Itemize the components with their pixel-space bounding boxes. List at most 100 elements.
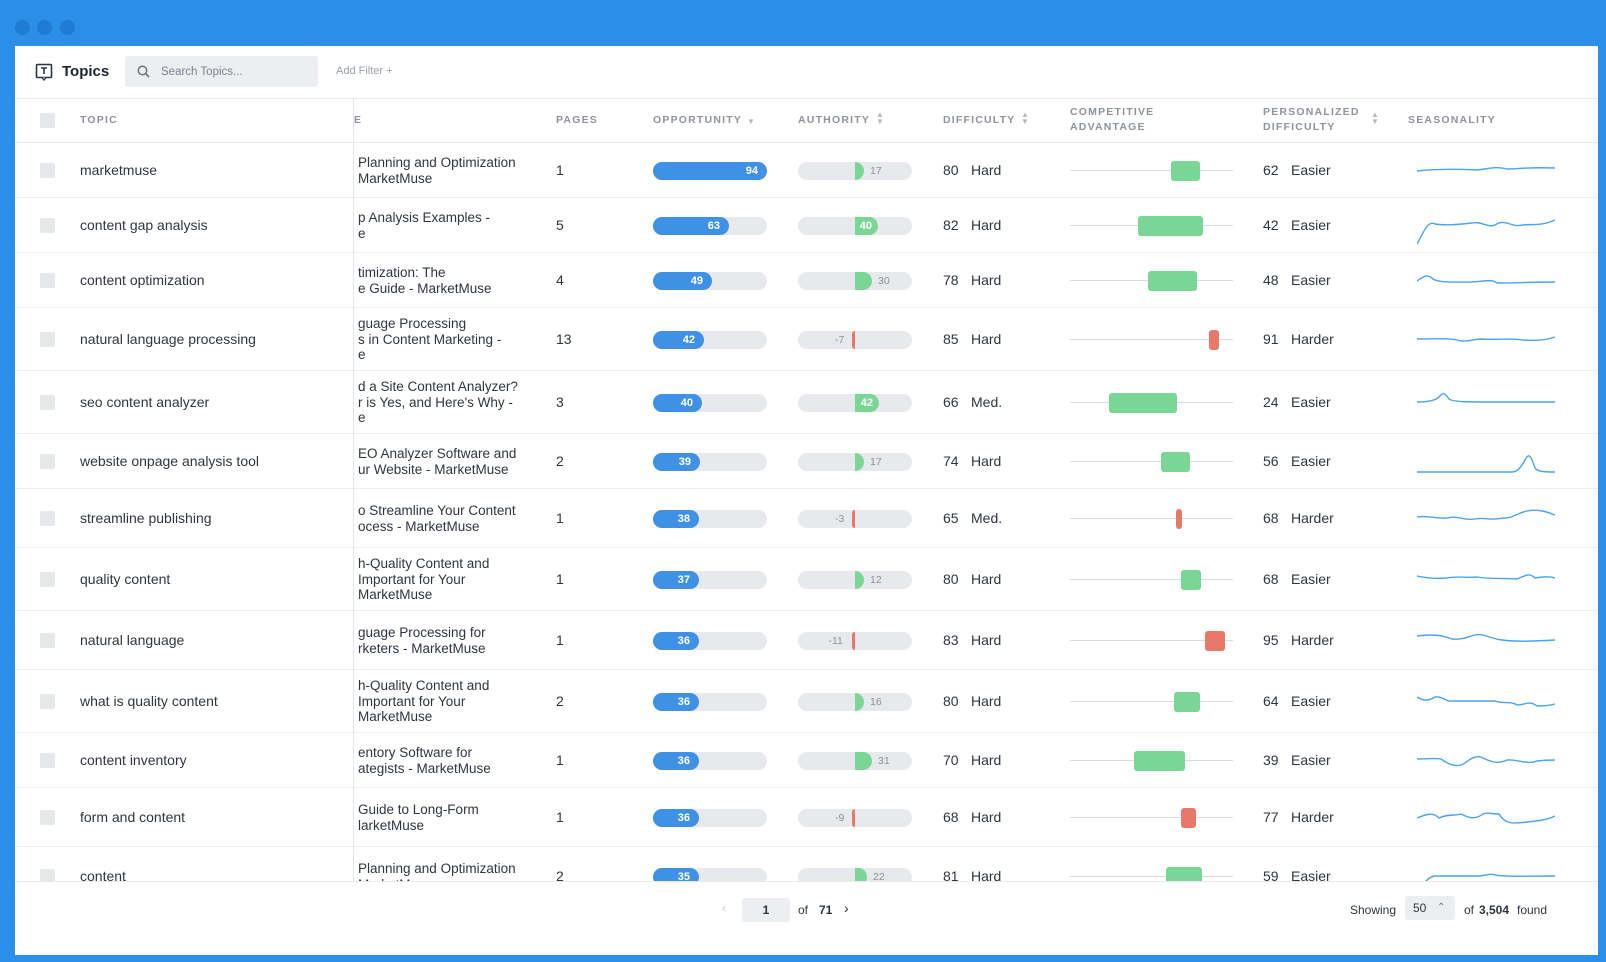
table-row[interactable]: streamline publishing o Streamline Your C… [15, 489, 1598, 548]
pages-count: 1 [556, 751, 564, 768]
difficulty-label: Hard [971, 271, 1002, 288]
sort-icon[interactable]: ▲ ▼ [1021, 110, 1029, 126]
competitive-advantage [1070, 807, 1233, 829]
title-line: ategists - MarketMuse [358, 760, 491, 776]
col-personalized-difficulty[interactable]: PERSONALIZED DIFFICULTY [1263, 105, 1360, 135]
opportunity-value: 37 [653, 570, 699, 589]
page-title-cell[interactable]: p Analysis Examples -e [358, 210, 543, 241]
topic-name[interactable]: natural language processing [80, 330, 256, 347]
personalized-difficulty-label: Easier [1291, 271, 1331, 288]
difficulty-label: Hard [971, 161, 1002, 178]
topic-name[interactable]: marketmuse [80, 161, 158, 178]
seasonality-sparkline [1417, 755, 1555, 766]
row-checkbox[interactable] [40, 162, 55, 178]
topic-name[interactable]: form and content [80, 808, 186, 825]
row-checkbox[interactable] [40, 693, 55, 709]
page-title-cell[interactable]: guage Processing s in Content Marketing -… [358, 316, 543, 363]
row-checkbox[interactable] [40, 571, 55, 587]
topic-name[interactable]: streamline publishing [80, 509, 212, 526]
row-checkbox[interactable] [40, 331, 55, 347]
opportunity-bar: 38 [653, 509, 767, 528]
sort-desc-icon[interactable]: ▼ [747, 117, 755, 126]
col-difficulty[interactable]: DIFFICULTY [943, 114, 1016, 126]
table-row[interactable]: content inventory entory Software for ateg… [15, 733, 1598, 788]
row-checkbox[interactable] [40, 868, 55, 884]
topic-name[interactable]: seo content analyzer [80, 393, 210, 410]
col-authority[interactable]: AUTHORITY [798, 114, 871, 126]
of-label-2: of [1464, 903, 1475, 917]
next-page-icon[interactable]: › [844, 900, 849, 916]
window-minimize-icon[interactable] [37, 20, 52, 35]
page-title-cell[interactable]: h-Quality Content and Important for Your M… [358, 678, 543, 725]
table-row[interactable]: natural language guage Processing for rket… [15, 611, 1598, 670]
title-line: r is Yes, and Here's Why - [358, 394, 513, 410]
table-row[interactable]: content optimization timization: The e Gui… [15, 253, 1598, 308]
table-row[interactable]: form and content Guide to Long-Form larket… [15, 788, 1598, 847]
of-label: of [798, 903, 809, 917]
table-row[interactable]: content gap analysis p Analysis Examples … [15, 198, 1598, 253]
col-pages[interactable]: PAGES [556, 114, 598, 126]
col-opportunity[interactable]: OPPORTUNITY [653, 114, 743, 126]
personalized-difficulty-label: Easier [1291, 161, 1331, 178]
table-row[interactable]: natural language processing guage Process… [15, 308, 1598, 371]
page-title: Topics [62, 63, 110, 80]
table-row[interactable]: website onpage analysis tool EO Analyzer … [15, 434, 1598, 489]
table-row[interactable]: quality content h-Quality Content and Impo… [15, 548, 1598, 611]
ca-range [1174, 691, 1200, 712]
sort-icon[interactable]: ▲ ▼ [876, 110, 884, 126]
authority-value: 12 [870, 573, 882, 586]
search-icon [137, 65, 150, 78]
page-title-cell[interactable]: o Streamline Your Content ocess - MarketM… [358, 503, 543, 534]
topic-name[interactable]: website onpage analysis tool [80, 452, 260, 469]
page-input[interactable]: 1 [742, 898, 790, 922]
page-title-cell[interactable]: entory Software for ategists - MarketMuse [358, 745, 543, 776]
search-box[interactable] [125, 56, 318, 87]
add-filter-button[interactable]: Add Filter + [336, 65, 393, 77]
row-checkbox[interactable] [40, 632, 55, 648]
competitive-advantage [1070, 270, 1233, 292]
page-title-cell[interactable]: h-Quality Content and Important for Your M… [358, 556, 543, 603]
pages-count: 1 [556, 808, 564, 825]
difficulty-value: 85 [943, 330, 959, 347]
page-title-cell[interactable]: EO Analyzer Software and ur Website - Mar… [358, 446, 543, 477]
page-title-cell[interactable]: Guide to Long-Form larketMuse [358, 802, 543, 833]
col-seasonality[interactable]: SEASONALITY [1408, 114, 1496, 126]
prev-page-icon[interactable]: ‹ [722, 901, 726, 915]
topic-name[interactable]: what is quality content [80, 692, 218, 709]
row-checkbox[interactable] [40, 809, 55, 825]
page-title-cell[interactable]: d a Site Content Analyzer? r is Yes, and … [358, 379, 543, 426]
col-competitive-advantage[interactable]: COMPETITIVE ADVANTAGE [1070, 105, 1154, 135]
row-checkbox[interactable] [40, 394, 55, 410]
topic-name[interactable]: content [80, 867, 126, 884]
row-checkbox[interactable] [40, 510, 55, 526]
col-topic[interactable]: TOPIC [80, 114, 118, 126]
page-title-cell[interactable]: guage Processing for rketers - MarketMuse [358, 625, 543, 656]
table-row[interactable]: marketmuse Planning and Optimization Marke… [15, 143, 1598, 198]
topic-name[interactable]: content gap analysis [80, 216, 208, 233]
page-size-select[interactable]: 50 ⌃ [1405, 896, 1455, 920]
row-checkbox[interactable] [40, 217, 55, 233]
personalized-difficulty-label: Easier [1291, 216, 1331, 233]
row-checkbox[interactable] [40, 752, 55, 768]
page-title-cell[interactable]: timization: The e Guide - MarketMuse [358, 265, 543, 296]
topic-name[interactable]: content optimization [80, 271, 205, 288]
title-line: e [358, 347, 366, 363]
row-checkbox[interactable] [40, 272, 55, 288]
topic-name[interactable]: natural language [80, 631, 185, 648]
page-size-value: 50 [1413, 901, 1427, 915]
col-title[interactable]: E [354, 114, 363, 126]
sort-icon[interactable]: ▲ ▼ [1371, 110, 1379, 126]
table-row[interactable]: seo content analyzer d a Site Content Ana… [15, 371, 1598, 434]
search-input[interactable] [161, 62, 311, 82]
title-line: entory Software for [358, 745, 473, 760]
row-checkbox[interactable] [40, 453, 55, 469]
topic-name[interactable]: content inventory [80, 751, 187, 768]
table-row[interactable]: what is quality content h-Quality Content… [15, 670, 1598, 733]
select-all-checkbox[interactable] [40, 113, 55, 128]
ca-axis [1070, 169, 1233, 171]
total-pages: 71 [819, 903, 833, 917]
topic-name[interactable]: quality content [80, 570, 171, 587]
window-close-icon[interactable] [15, 20, 30, 35]
window-maximize-icon[interactable] [60, 20, 75, 35]
